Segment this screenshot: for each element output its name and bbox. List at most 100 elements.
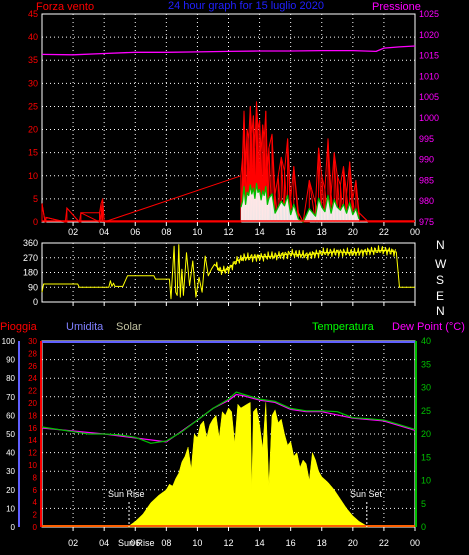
wind-xtick-label-2: 02 [68,227,78,237]
temperature-line [41,391,416,444]
climate-xtick-label-14: 14 [255,538,265,548]
pressure-line [41,45,416,56]
rain-ytick-label-26: 26 [28,362,37,371]
direction-ytick-label-180: 180 [23,268,38,278]
climate-xtick-label-22: 22 [379,538,389,548]
sunrise-time-label: Sun Rise [118,538,155,548]
temperature-ytick-label-0: 0 [421,522,426,532]
rain-ytick-label-14: 14 [28,436,37,445]
direction-ytick-label-270: 270 [23,253,38,263]
wind-ytick-label-35: 35 [28,55,38,65]
rain-ytick-label-6: 6 [33,486,38,495]
direction-ytick-label-360: 360 [23,238,38,248]
wind-ytick-label-0: 0 [33,217,38,227]
temperature-ytick-label-30: 30 [421,383,431,393]
pressure-ytick-label-1010: 1010 [419,71,439,81]
temperature-ytick-label-35: 35 [421,359,431,369]
pressure-ytick-label-980: 980 [419,196,434,206]
temperature-ytick-label-20: 20 [421,429,431,439]
wind-xtick-label-20: 20 [348,227,358,237]
wind-ytick-label-5: 5 [33,194,38,204]
wind-average-line [240,182,360,223]
pressure-ytick-label-1020: 1020 [419,30,439,40]
rain-ytick-label-0: 0 [33,523,38,532]
climate-xtick-label-18: 18 [317,538,327,548]
pressure-ytick-label-1000: 1000 [419,113,439,123]
pressure-ytick-label-1005: 1005 [419,92,439,102]
wind-direction-noise [215,245,397,275]
climate-xtick-label-8: 08 [161,538,171,548]
humidity-ytick-label-70: 70 [6,393,15,402]
wind-xtick-label-12: 12 [223,227,233,237]
solar-title: Solar [116,321,142,333]
wind-xtick-label-4: 04 [99,227,109,237]
temperature-ytick-label-5: 5 [421,499,426,509]
humidity-ytick-label-10: 10 [6,504,15,513]
pressure-ytick-label-1025: 1025 [419,9,439,19]
rain-ytick-label-8: 8 [33,473,38,482]
wind-xtick-label-18: 18 [317,227,327,237]
wind-ytick-label-30: 30 [28,78,38,88]
climate-xtick-label-16: 16 [286,538,296,548]
data-layer [41,45,416,528]
wind-xtick-label-8: 08 [161,227,171,237]
rain-ytick-label-20: 20 [28,399,37,408]
compass-w: W [435,257,447,271]
rain-ytick-label-4: 4 [33,498,38,507]
wind-direction-line [41,244,415,300]
dewpoint-title: Dew Point (°C) [392,321,465,333]
tick-layer: 02 04 06 08 10 12 14 16 18 20 22 000510152025303540… [2,9,439,548]
compass-labels: N W S E N [435,238,447,318]
rain-ytick-label-24: 24 [28,374,37,383]
rain-ytick-label-18: 18 [28,411,37,420]
wind-ytick-label-45: 45 [28,9,38,19]
wind-xtick-label-14: 14 [255,227,265,237]
wind-average-fill [240,183,360,222]
pressure-ytick-label-1015: 1015 [419,51,439,61]
wind-ytick-label-20: 20 [28,125,38,135]
chart-title: 24 hour graph for 15 luglio 2020 [168,0,324,12]
humidity-ytick-label-60: 60 [6,411,15,420]
climate-xtick-label-6: 06 [130,538,140,548]
rain-title: Pioggia [0,321,38,333]
solar-area [126,401,370,528]
rain-ytick-label-22: 22 [28,387,37,396]
humidity-ytick-label-50: 50 [6,430,15,439]
climate-xtick-label-12: 12 [223,538,233,548]
rain-ytick-label-2: 2 [33,511,38,520]
wind-xtick-label-16: 16 [286,227,296,237]
direction-ytick-label-0: 0 [33,297,38,307]
wind-xtick-label-10: 10 [192,227,202,237]
pressure-ytick-label-995: 995 [419,134,434,144]
temperature-ytick-label-15: 15 [421,452,431,462]
rain-ytick-label-28: 28 [28,349,37,358]
pressure-ytick-label-975: 975 [419,217,434,227]
compass-n-top: N [436,238,445,252]
temperature-ytick-label-40: 40 [421,336,431,346]
climate-xtick-label-20: 20 [348,538,358,548]
wind-ytick-label-40: 40 [28,32,38,42]
humidity-ytick-label-90: 90 [6,356,15,365]
wind-title: Forza vento [36,1,94,13]
humidity-ytick-label-40: 40 [6,449,15,458]
humidity-ytick-label-30: 30 [6,467,15,476]
wind-ytick-label-10: 10 [28,171,38,181]
temperature-ytick-label-10: 10 [421,476,431,486]
wind-xtick-label-24: 00 [410,227,420,237]
sunrise-label: Sun Rise [108,489,145,499]
pressure-ytick-label-985: 985 [419,175,434,185]
humidity-ytick-label-80: 80 [6,374,15,383]
compass-s: S [436,273,444,287]
temperature-ytick-label-25: 25 [421,406,431,416]
climate-xtick-label-24: 00 [410,538,420,548]
rain-ytick-label-10: 10 [28,461,37,470]
wind-ytick-label-15: 15 [28,148,38,158]
pressure-title: Pressione [372,1,421,13]
compass-n-bottom: N [436,304,445,318]
wind-xtick-label-22: 22 [379,227,389,237]
rain-ytick-label-16: 16 [28,424,37,433]
rain-ytick-label-12: 12 [28,449,37,458]
compass-e: E [436,289,444,303]
wind-gust-line [41,101,415,223]
